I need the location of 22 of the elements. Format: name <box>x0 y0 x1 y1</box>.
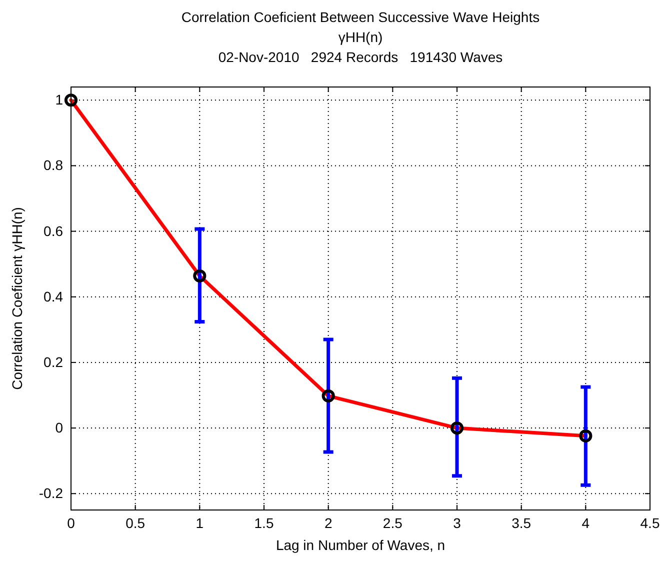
x-tick-label: 0.5 <box>126 514 146 531</box>
x-tick-label: 1.5 <box>254 514 274 531</box>
x-tick-label: 4 <box>582 514 590 531</box>
x-tick-label: 2 <box>324 514 332 531</box>
x-tick-label: 3.5 <box>512 514 532 531</box>
x-tick-label: 3 <box>453 514 462 531</box>
y-tick-label: -0.2 <box>38 485 64 502</box>
x-tick-label: 0 <box>67 514 76 531</box>
chart-subtitle: γHH(n) <box>338 29 383 45</box>
y-tick-label: 0.2 <box>44 354 64 370</box>
x-tick-label: 2.5 <box>382 514 403 531</box>
x-tick-label: 4.5 <box>640 514 660 531</box>
y-axis-title: Correlation Coeficient γHH(n) <box>9 207 25 390</box>
text: 02-Nov-2010 2924 Records 191430 Waves <box>218 49 503 65</box>
x-axis-title: Lag in Number of Waves, n <box>276 537 446 553</box>
y-tick-label: 0 <box>55 420 64 436</box>
y-tick-label: 1 <box>55 92 64 108</box>
y-tick-label: 0.6 <box>44 222 64 239</box>
chart-title: Correlation Coeficient Between Successive Wave Heights <box>181 9 540 25</box>
y-tick-label: 0.4 <box>44 288 64 304</box>
y-tick-label: 0.8 <box>44 157 64 174</box>
x-tick-label: 1 <box>196 514 204 531</box>
